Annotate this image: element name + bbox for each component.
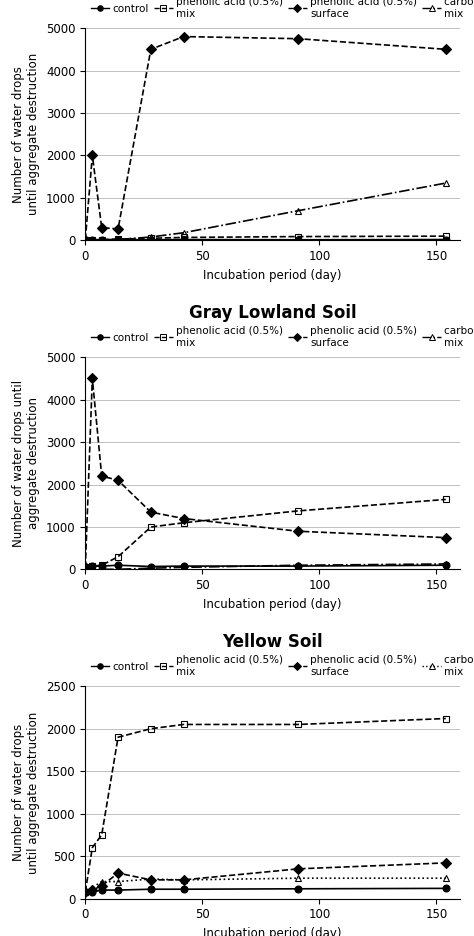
Legend: control, phenolic acid (0.5%)
mix, phenolic acid (0.5%)
surface, carbohydrate (0: control, phenolic acid (0.5%) mix, pheno… (91, 0, 474, 19)
X-axis label: Incubation period (day): Incubation period (day) (203, 598, 342, 611)
Legend: control, phenolic acid (0.5%)
mix, phenolic acid (0.5%)
surface, carbohydrate (0: control, phenolic acid (0.5%) mix, pheno… (91, 655, 474, 677)
Title: Gray Lowland Soil: Gray Lowland Soil (189, 304, 356, 322)
Title: Yellow Soil: Yellow Soil (222, 634, 323, 651)
Y-axis label: Number of water drops
until aggregate destruction: Number of water drops until aggregate de… (12, 53, 40, 215)
Y-axis label: Number pf water drops
until aggregate destruction: Number pf water drops until aggregate de… (12, 711, 40, 873)
Legend: control, phenolic acid (0.5%)
mix, phenolic acid (0.5%)
surface, carbohydrate (0: control, phenolic acid (0.5%) mix, pheno… (91, 326, 474, 347)
X-axis label: Incubation period (day): Incubation period (day) (203, 927, 342, 936)
X-axis label: Incubation period (day): Incubation period (day) (203, 269, 342, 282)
Y-axis label: Number of water drops until
aggregate destruction: Number of water drops until aggregate de… (12, 380, 40, 547)
